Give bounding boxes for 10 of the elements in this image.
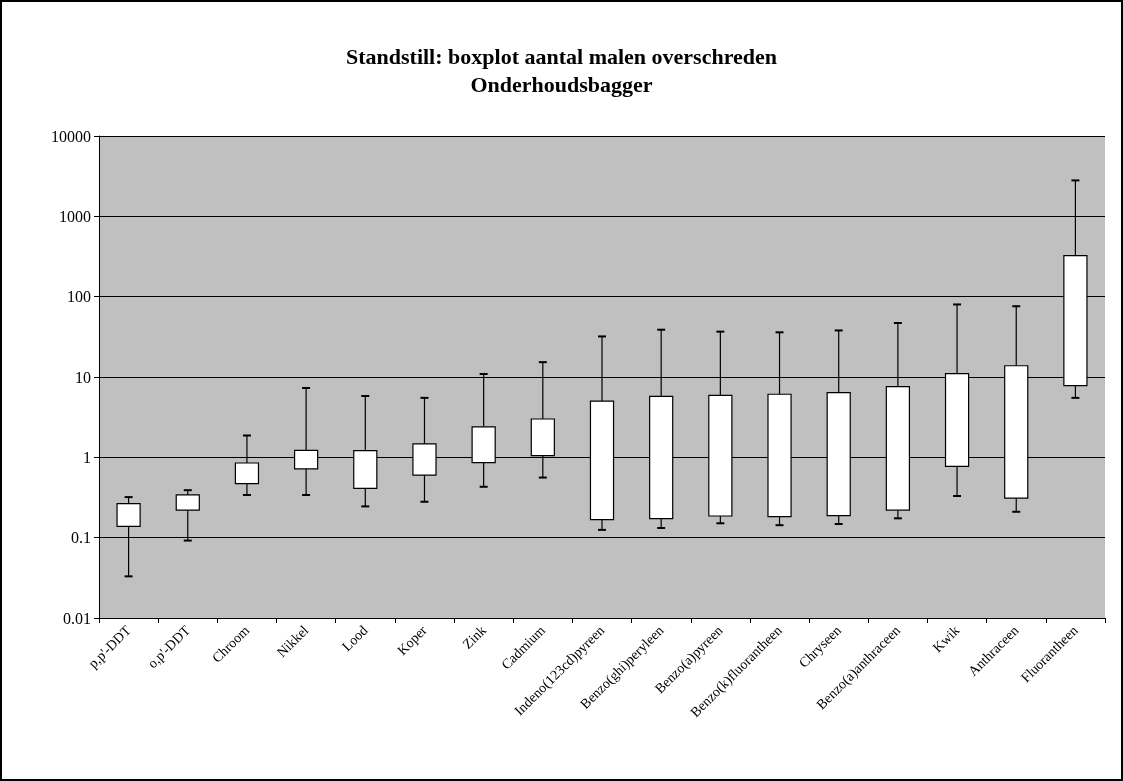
y-tick-label: 100: [67, 288, 91, 306]
y-tick-label: 10000: [51, 127, 91, 145]
chart-subtitle: Onderhoudsbagger: [470, 71, 653, 97]
y-tick-label: 1000: [59, 207, 91, 225]
y-tick-label: 0.01: [63, 609, 91, 627]
y-tick-label: 10: [75, 368, 91, 386]
y-tick-label: 1: [83, 448, 91, 466]
chart-title: Standstill: boxplot aantal malen overschreden: [345, 43, 778, 69]
x-tick-label: Zink: [459, 622, 489, 652]
y-tick-label: 0.1: [71, 529, 91, 547]
